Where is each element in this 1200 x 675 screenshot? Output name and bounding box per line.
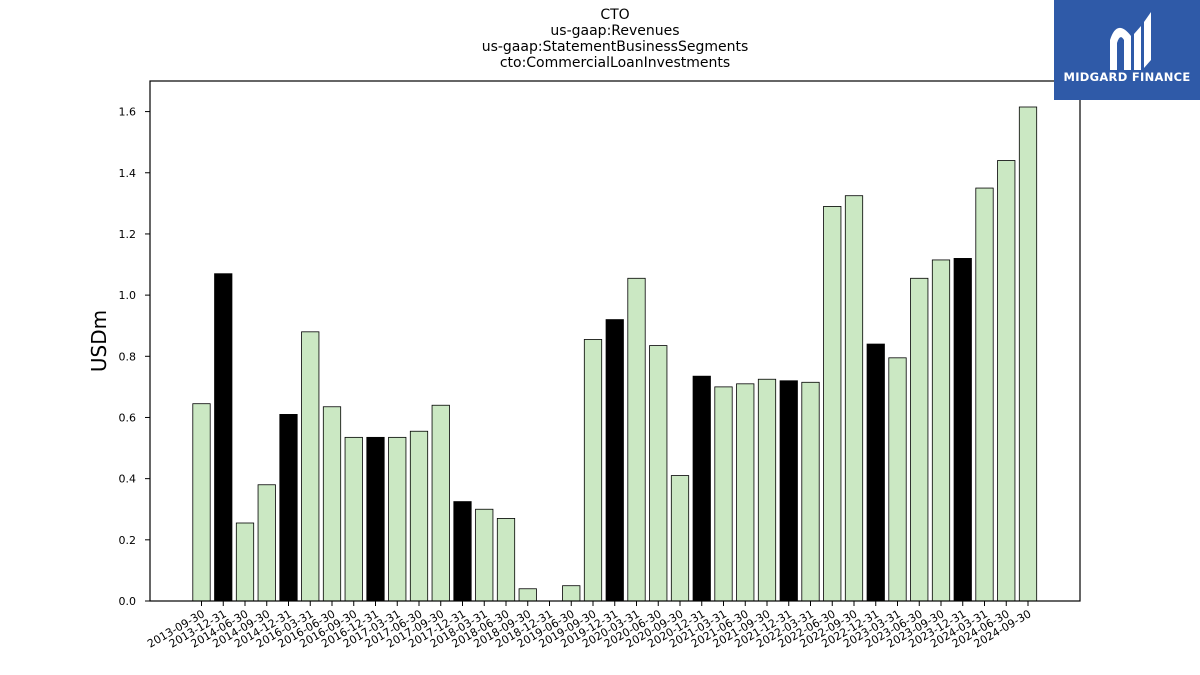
bar-2020-09-30 (670, 475, 690, 602)
bar-2021-12-31 (779, 380, 798, 602)
bar-2022-09-30 (844, 195, 864, 602)
bar-2021-06-30 (736, 383, 755, 602)
y-tick-label: 0.4 (119, 473, 137, 486)
bar-2021-09-30 (757, 378, 777, 602)
bar-2019-12-31 (605, 319, 624, 602)
bar-2022-12-31 (866, 343, 885, 602)
bar-2023-06-30 (910, 277, 929, 602)
bar-2013-09-30 (192, 403, 211, 602)
bar-2018-09-30 (518, 588, 537, 602)
bar-2023-09-30 (931, 259, 951, 602)
chart-title-line-2: us-gaap:Revenues (550, 23, 680, 39)
y-tick-label: 1.2 (119, 228, 137, 241)
bar-2017-06-30 (409, 430, 429, 602)
bar-2020-06-30 (649, 345, 668, 602)
bar-2014-09-30 (257, 484, 276, 602)
bar-2024-09-30 (1018, 106, 1038, 602)
y-tick-label: 1.4 (119, 167, 137, 180)
y-tick-label: 1.6 (119, 106, 137, 119)
y-tick-label: 0.8 (119, 350, 137, 363)
bar-2017-09-30 (431, 404, 450, 602)
bar-2020-03-31 (627, 277, 646, 602)
bar-2014-12-31 (279, 414, 298, 602)
midgard-finance-logo: MIDGARD FINANCE (1054, 0, 1200, 100)
bar-2019-09-30 (583, 339, 603, 602)
bars-group (192, 106, 1038, 602)
chart-title-line-4: cto:CommercialLoanInvestments (499, 55, 731, 71)
bar-2014-06-30 (235, 522, 255, 602)
y-axis: 0.0 0.2 0.4 0.6 0.8 1.0 1.2 1.4 1.6 (119, 106, 150, 608)
logo-text: MIDGARD FINANCE (1063, 70, 1191, 84)
bar-2021-03-31 (714, 386, 733, 602)
bar-2022-03-31 (801, 381, 820, 602)
midgard-logo-icon (1110, 12, 1151, 70)
bar-2022-06-30 (823, 206, 842, 602)
bar-2023-12-31 (953, 258, 972, 602)
y-tick-label: 0.2 (119, 534, 137, 547)
bar-2019-06-30 (562, 585, 581, 602)
bar-2018-03-31 (475, 508, 494, 602)
bar-2013-12-31 (214, 273, 233, 602)
bar-2017-03-31 (388, 436, 407, 602)
bar-2017-12-31 (453, 501, 472, 602)
bar-2024-03-31 (975, 187, 994, 602)
y-axis-label: USDm (87, 310, 111, 372)
plot-frame (149, 80, 1081, 602)
bar-2016-09-30 (344, 436, 363, 602)
bar-2020-12-31 (692, 375, 711, 602)
y-tick-label: 0.0 (119, 595, 137, 608)
bar-2018-06-30 (496, 518, 516, 602)
bar-2016-06-30 (322, 406, 342, 602)
bar-2016-03-31 (301, 331, 320, 602)
chart-title-line-3: us-gaap:StatementBusinessSegments (481, 39, 749, 55)
bar-2016-12-31 (366, 436, 385, 602)
chart-title-line-1: CTO (600, 7, 630, 23)
bar-2023-03-31 (888, 357, 907, 602)
y-tick-label: 0.6 (119, 411, 137, 424)
bar-2024-06-30 (997, 160, 1016, 602)
y-tick-label: 1.0 (119, 289, 137, 302)
x-axis: 2013-09-302013-12-312014-06-302014-09-30… (145, 601, 1034, 651)
